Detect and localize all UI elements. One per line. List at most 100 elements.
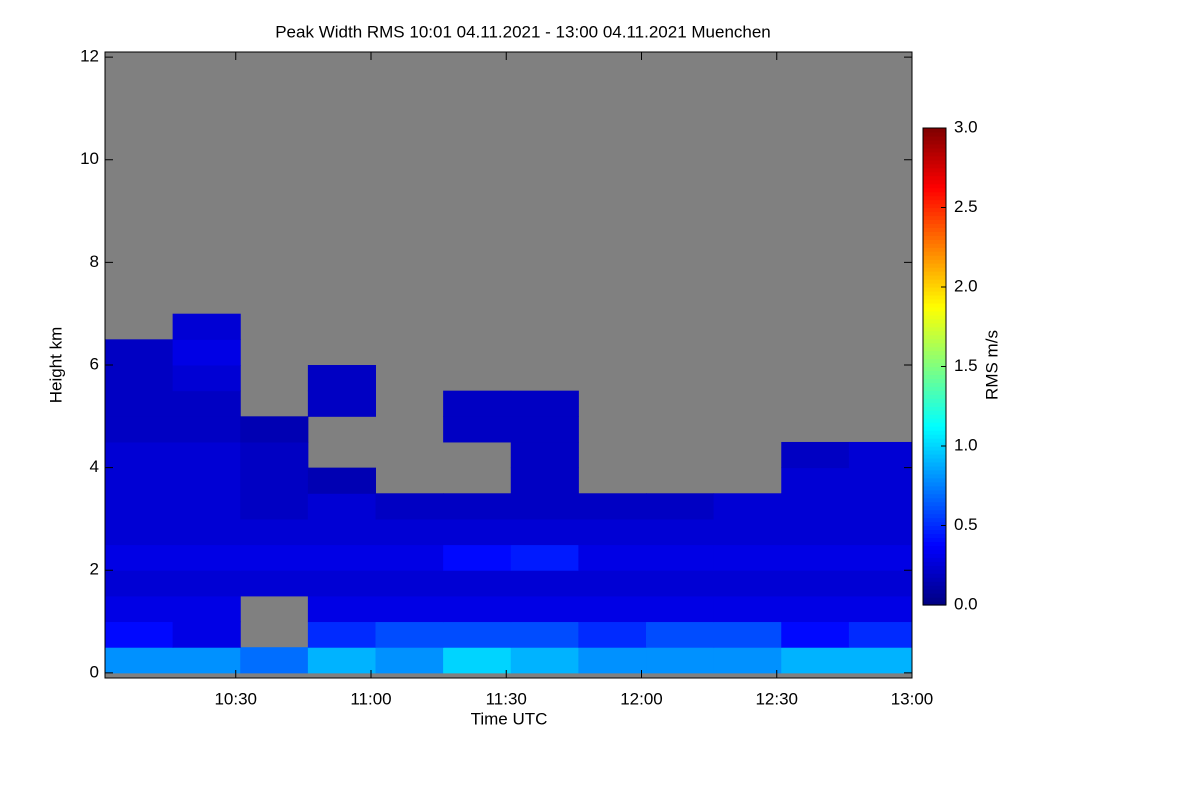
colorbar-segment (923, 390, 946, 395)
heatmap-cell (848, 544, 913, 571)
heatmap-cell (443, 390, 512, 417)
colorbar-segment (923, 275, 946, 280)
heatmap-cell (510, 595, 579, 623)
colorbar-segment (923, 501, 946, 507)
colorbar-segment (923, 465, 946, 471)
colorbar-segment (923, 318, 946, 324)
heatmap-cell (240, 518, 309, 546)
heatmap-cell (307, 647, 377, 674)
colorbar-segment (923, 239, 946, 244)
heatmap-cell (578, 518, 647, 546)
heatmap-cell (781, 544, 850, 571)
x-tick-label: 11:00 (350, 689, 391, 708)
colorbar-segment (923, 322, 946, 328)
colorbar-segment (923, 446, 946, 451)
colorbar-segment (923, 366, 946, 372)
colorbar-segment (923, 521, 946, 527)
heatmap-cell (375, 493, 444, 520)
colorbar-segment (923, 255, 946, 260)
colorbar-segment (923, 179, 946, 185)
heatmap-cell (172, 416, 241, 443)
heatmap-cell (781, 518, 850, 546)
chart-title: Peak Width RMS 10:01 04.11.2021 - 13:00 … (275, 22, 771, 41)
colorbar-segment (923, 382, 946, 387)
heatmap-cell (578, 544, 647, 571)
colorbar-segment (923, 334, 946, 340)
heatmap-cell (307, 518, 377, 546)
colorbar-segment (923, 362, 946, 368)
heatmap-cell (240, 570, 309, 597)
heatmap-cell (781, 647, 850, 674)
colorbar-segment (923, 338, 946, 344)
colorbar-segment (923, 597, 946, 602)
colorbar-segment (923, 294, 946, 300)
y-tick-label: 12 (80, 47, 99, 66)
heatmap-cell (240, 544, 309, 571)
heatmap-cell (578, 493, 647, 520)
colorbar-segment (923, 155, 946, 161)
colorbar-segment (923, 131, 946, 137)
colorbar-segment (923, 406, 946, 411)
heatmap-cell (443, 570, 512, 597)
heatmap-cell (781, 467, 850, 494)
heatmap-cell (307, 570, 377, 597)
colorbar-segment (923, 223, 946, 228)
heatmap-cell (510, 441, 579, 469)
colorbar-segment (923, 298, 946, 304)
colorbar-segment (923, 302, 946, 308)
heatmap-cell (443, 416, 512, 443)
colorbar-segment (923, 310, 946, 316)
colorbar-segment (923, 374, 946, 380)
heatmap-cell (105, 621, 174, 648)
heatmap-cell (781, 621, 850, 648)
colorbar-segment (923, 175, 946, 181)
heatmap-cell (172, 518, 241, 546)
heatmap-cell (646, 621, 715, 648)
colorbar-segment (923, 227, 946, 232)
colorbar-segment (923, 473, 946, 479)
heatmap-cell (240, 493, 309, 520)
heatmap-cell (713, 570, 782, 597)
colorbar-segment (923, 183, 946, 189)
colorbar-segment (923, 585, 946, 590)
colorbar-segment (923, 330, 946, 336)
colorbar-segment (923, 195, 946, 201)
colorbar-segment (923, 287, 946, 292)
colorbar-segment (923, 481, 946, 487)
heatmap-cell (510, 416, 579, 443)
heatmap-cell (578, 647, 647, 674)
heatmap-cell (848, 570, 913, 597)
x-tick-label: 10:30 (214, 689, 257, 708)
colorbar-segment (923, 163, 946, 169)
colorbar-segment (923, 235, 946, 240)
x-tick-label: 12:00 (620, 689, 663, 708)
heatmap-cell (848, 518, 913, 546)
heatmap-cell (646, 518, 715, 546)
heatmap-cell (375, 595, 444, 623)
heatmap-cell (646, 570, 715, 597)
y-tick-label: 2 (90, 560, 99, 579)
heatmap-cell (172, 570, 241, 597)
heatmap-cell (105, 595, 174, 623)
heatmap-cell (510, 621, 579, 648)
heatmap-cell (781, 595, 850, 623)
colorbar-segment (923, 418, 946, 423)
colorbar-segment (923, 525, 946, 531)
colorbar-segment (923, 159, 946, 165)
heatmap-cell (307, 493, 377, 520)
heatmap-cell (510, 493, 579, 520)
heatmap-cell (105, 570, 174, 597)
heatmap-cell (578, 621, 647, 648)
colorbar-segment (923, 469, 946, 475)
colorbar-segment (923, 581, 946, 586)
heatmap-cell (443, 493, 512, 520)
colorbar-segment (923, 215, 946, 221)
heatmap-cell (240, 416, 309, 443)
colorbar-segment (923, 167, 946, 173)
heatmap-cell (172, 621, 241, 648)
heatmap-cell (510, 390, 579, 417)
heatmap-cell (578, 570, 647, 597)
colorbar-segment (923, 290, 946, 296)
colorbar-tick-label: 1.0 (954, 435, 978, 454)
